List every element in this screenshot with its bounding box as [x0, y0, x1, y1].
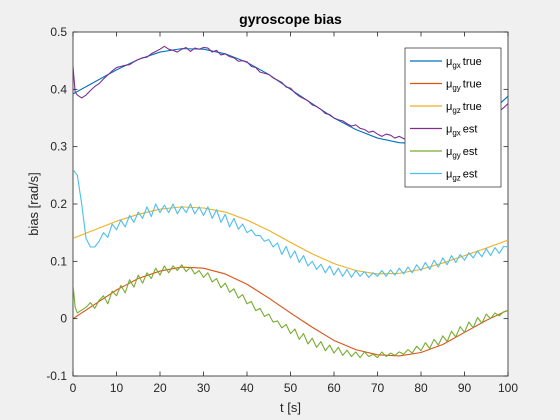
x-tick-label: 80 — [414, 381, 428, 395]
y-axis-label: bias [rad/s] — [26, 172, 41, 236]
y-tick-label: 0.4 — [50, 82, 67, 96]
x-tick-label: 10 — [110, 381, 124, 395]
legend-entry: μgx true — [446, 56, 482, 70]
y-tick-label: -0.1 — [46, 369, 67, 383]
y-tick-label: 0.5 — [50, 25, 67, 39]
legend-entry: μgx est — [446, 124, 477, 138]
legend-entry: μgz est — [446, 169, 477, 183]
x-tick-label: 20 — [153, 381, 167, 395]
y-tick-label: 0.3 — [50, 140, 67, 154]
series-line-gz-est — [73, 169, 508, 278]
legend-entry: μgz true — [446, 101, 482, 115]
legend-box — [404, 47, 502, 188]
legend: μgx true μgy true μgz true μgx est μgy est μgz est — [404, 47, 502, 188]
y-tick-label: 0 — [60, 312, 67, 326]
series-line-gz-true — [73, 206, 508, 275]
x-tick-label: 100 — [498, 381, 518, 395]
legend-entry: μgy est — [446, 146, 477, 160]
y-tick-label: 0.2 — [50, 197, 67, 211]
x-tick-label: 70 — [371, 381, 385, 395]
x-tick-label: 0 — [70, 381, 77, 395]
x-tick-label: 30 — [197, 381, 211, 395]
x-tick-label: 40 — [240, 381, 254, 395]
chart-title: gyroscope bias — [239, 11, 342, 27]
x-tick-label: 90 — [458, 381, 472, 395]
axis-ticks: 0 10 20 30 40 50 60 70 80 90 100-0.100.10.20.30.40… — [46, 25, 518, 395]
y-tick-label: 0.1 — [50, 254, 67, 268]
x-tick-label: 50 — [284, 381, 298, 395]
x-tick-label: 60 — [327, 381, 341, 395]
series-line-gy-est — [73, 264, 508, 359]
x-axis-label: t [s] — [280, 400, 301, 415]
legend-entry: μgy true — [446, 79, 482, 93]
